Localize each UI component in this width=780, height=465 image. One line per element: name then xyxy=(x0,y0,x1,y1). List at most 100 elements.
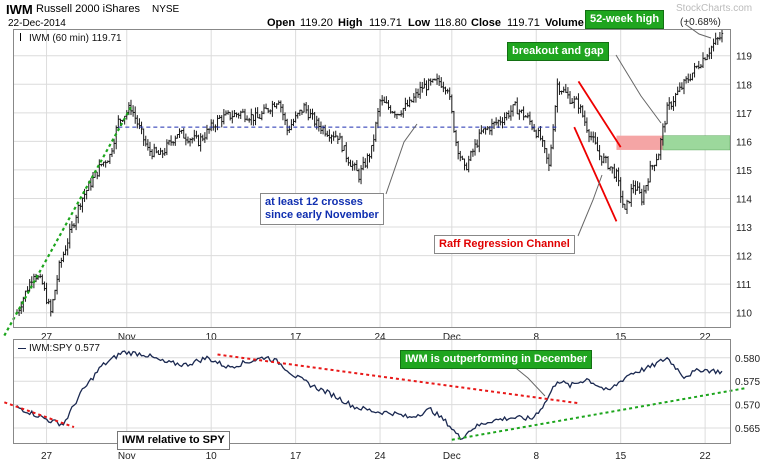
price-bar xyxy=(642,185,646,205)
trend-overlays xyxy=(3,80,746,441)
price-panel-title-text: IWM (60 min) 119.71 xyxy=(29,33,122,44)
price-bar xyxy=(684,76,688,84)
panel-frames xyxy=(13,29,731,444)
price-bar xyxy=(701,52,705,69)
price-bar xyxy=(549,144,553,167)
price-bar xyxy=(545,148,549,164)
price-bar xyxy=(395,113,399,120)
price-bar xyxy=(269,109,272,115)
price-bar xyxy=(55,275,59,295)
price-bar xyxy=(252,114,255,126)
price-bar xyxy=(53,289,57,301)
price-bar xyxy=(640,188,643,206)
raff-channel-lower xyxy=(573,126,618,222)
price-bar xyxy=(212,119,215,131)
price-bar xyxy=(482,128,485,134)
price-bar xyxy=(387,100,390,110)
price-bar xyxy=(157,150,160,155)
price-bar xyxy=(340,135,344,153)
price-bar xyxy=(636,181,639,191)
price-bar xyxy=(199,133,202,152)
price-uptrend-line xyxy=(3,106,132,337)
price-bar xyxy=(537,127,540,138)
price-tick-label: 114 xyxy=(736,194,752,205)
price-bar xyxy=(444,86,447,95)
price-bar xyxy=(104,160,107,168)
price-bar xyxy=(188,138,192,147)
price-bar xyxy=(710,45,713,60)
price-bar xyxy=(355,160,359,172)
price-bar xyxy=(431,78,435,83)
price-bar xyxy=(516,97,519,115)
price-bar xyxy=(674,92,677,107)
price-tick-label: 112 xyxy=(736,252,752,263)
price-bar xyxy=(245,115,249,121)
price-bar xyxy=(532,123,536,132)
price-bar xyxy=(374,121,378,142)
price-tick-label: 110 xyxy=(736,309,752,320)
price-bar xyxy=(364,158,367,168)
price-bar xyxy=(220,115,223,128)
low-label: Low xyxy=(408,17,430,29)
callout-crosses-line2: since early November xyxy=(265,209,379,221)
ratio-panel-title-text: IWM:SPY 0.577 xyxy=(29,343,100,354)
price-grid xyxy=(14,30,730,327)
price-bar xyxy=(332,131,335,141)
price-bar xyxy=(345,142,348,163)
price-bar xyxy=(372,134,375,152)
price-bar xyxy=(201,134,204,142)
price-bar xyxy=(503,112,506,126)
price-bar xyxy=(169,135,173,146)
price-bar xyxy=(600,155,603,166)
price-bar xyxy=(41,274,44,285)
price-bar xyxy=(79,203,82,210)
price-bar xyxy=(672,96,675,111)
price-bar xyxy=(566,87,570,99)
price-bar xyxy=(484,126,487,135)
exchange: NYSE xyxy=(152,4,180,15)
price-bar xyxy=(528,111,532,125)
price-bar xyxy=(469,150,473,162)
price-bar xyxy=(720,29,724,43)
price-bar xyxy=(585,117,589,133)
pointer-week-high xyxy=(684,23,712,39)
price-bar xyxy=(465,162,468,171)
price-bar xyxy=(573,95,576,109)
price-bar xyxy=(670,101,673,110)
price-bar xyxy=(606,156,610,170)
price-bar xyxy=(180,129,183,134)
callout-crosses-line1: at least 12 crosses xyxy=(265,196,363,208)
ratio-downtrend-line xyxy=(217,353,579,405)
price-bar xyxy=(644,185,648,194)
price-bar xyxy=(197,134,200,147)
price-bar xyxy=(96,171,99,180)
price-bar xyxy=(326,130,329,137)
price-bar xyxy=(634,180,637,195)
price-bar xyxy=(494,117,498,126)
price-bar xyxy=(657,153,660,161)
price-bar xyxy=(153,143,156,158)
price-bar xyxy=(492,121,496,129)
ratio-tick-label: 0.575 xyxy=(735,377,760,388)
price-bar xyxy=(630,183,633,207)
price-bar xyxy=(100,163,103,167)
price-bar xyxy=(499,116,502,126)
price-bar xyxy=(146,139,150,151)
price-bar xyxy=(279,100,283,113)
price-bar xyxy=(680,82,684,90)
price-bar xyxy=(292,118,295,127)
price-bar xyxy=(102,161,105,167)
x-tick-label-lower: Nov xyxy=(118,451,136,462)
callout-outperform: IWM is outperforming in December xyxy=(400,350,593,369)
price-bar xyxy=(663,120,667,133)
price-bar xyxy=(150,149,154,160)
price-bar xyxy=(317,117,321,132)
price-bar xyxy=(218,115,221,119)
x-tick-label-lower: 24 xyxy=(374,451,386,462)
price-bar xyxy=(347,156,350,166)
pointer-crosses xyxy=(385,123,418,195)
price-bar xyxy=(176,134,179,139)
price-bar xyxy=(351,160,354,171)
x-tick-label-lower: Dec xyxy=(443,451,461,462)
